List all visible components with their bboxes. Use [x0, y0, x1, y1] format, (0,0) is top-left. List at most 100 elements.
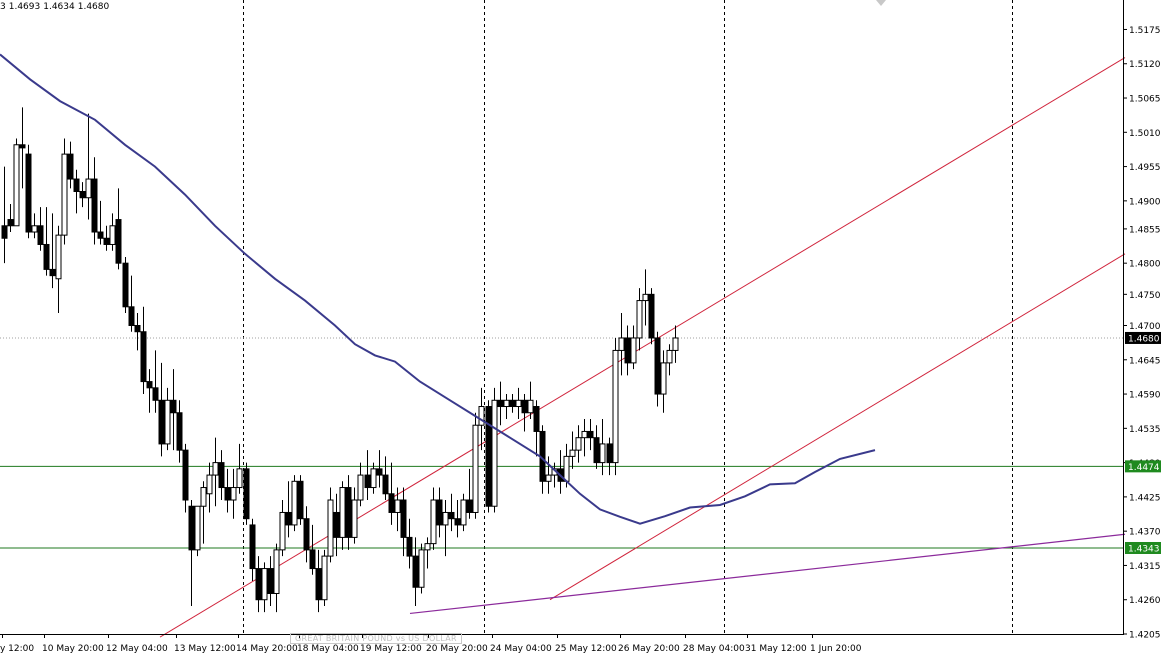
candle-body: [400, 499, 407, 538]
candle-body: [194, 505, 201, 551]
price-tick-label: 1.4750: [1129, 291, 1161, 301]
price-tick-label: 1.5010: [1129, 129, 1161, 139]
price-badge-label: 1.4474: [1128, 463, 1160, 473]
candle-body: [170, 399, 177, 414]
candle-body: [485, 406, 492, 507]
candle-body: [357, 474, 364, 501]
candle-body: [109, 225, 116, 245]
price-tick-label: 1.4855: [1129, 225, 1161, 235]
candle-body: [273, 549, 280, 594]
support-trendline: [409, 533, 1126, 615]
candle-body: [448, 511, 455, 520]
candle-body: [315, 568, 322, 601]
candlesticks: [1, 107, 679, 613]
candle-body: [418, 549, 425, 588]
candle-body: [97, 231, 104, 239]
price-badge: [1125, 460, 1161, 473]
price-badge-label: 1.4680: [1128, 334, 1160, 344]
time-tick-label: 18 May 04:00: [297, 644, 359, 654]
candle-body: [333, 511, 340, 538]
candle-body: [466, 499, 473, 513]
candle-body: [545, 474, 552, 482]
candle-body: [188, 505, 195, 551]
ohlc-open: 1.4693: [8, 2, 41, 12]
moving-average: [0, 53, 876, 525]
session-separators: [243, 0, 1013, 634]
candle-body: [303, 518, 310, 551]
candle-body: [285, 511, 292, 526]
candle-body: [388, 493, 395, 513]
price-tick-label: 1.4370: [1129, 528, 1161, 538]
candle-body: [49, 268, 56, 277]
candle-body: [230, 487, 237, 501]
candle-body: [575, 437, 582, 451]
price-tick-label: 1.4955: [1129, 163, 1161, 173]
time-tick-label: y 12:00: [0, 644, 34, 654]
candle-body: [255, 568, 262, 601]
candle-body: [67, 153, 74, 180]
candle-body: [115, 219, 122, 264]
candle-body: [236, 468, 243, 489]
candle-body: [43, 243, 50, 270]
price-tick-label: 1.4315: [1129, 562, 1161, 572]
candle-body: [261, 568, 268, 601]
candle-body: [364, 474, 371, 489]
candle-body: [85, 178, 92, 199]
candle-body: [503, 399, 510, 408]
candle-body: [394, 499, 401, 513]
candle-body: [79, 191, 86, 199]
candle-body: [454, 518, 461, 526]
channel-line: [549, 253, 1126, 601]
price-tick-label: 1.4700: [1129, 322, 1161, 332]
candle-body: [460, 499, 467, 526]
candle-body: [164, 399, 171, 445]
candle-body: [19, 144, 26, 149]
candle-body: [599, 443, 606, 464]
time-tick-label: 24 May 04:00: [490, 644, 552, 654]
candle-body: [122, 262, 129, 308]
candle-body: [37, 225, 44, 245]
candle-body: [478, 406, 485, 426]
candle-body: [424, 543, 431, 551]
candle-body: [146, 381, 153, 389]
candle-body: [527, 399, 534, 414]
candle-body: [654, 337, 661, 395]
candle-body: [152, 387, 159, 401]
candle-body: [1, 225, 8, 239]
candle-body: [297, 480, 304, 520]
price-tick-label: 1.4900: [1129, 197, 1161, 207]
time-tick-label: 31 May 12:00: [745, 644, 807, 654]
candle-body: [612, 349, 619, 464]
candle-body: [267, 568, 274, 594]
time-tick-label: 28 May 04:00: [683, 644, 745, 654]
candle-body: [370, 468, 377, 489]
candle-body: [140, 331, 147, 383]
candle-body: [206, 474, 213, 495]
candle-body: [509, 399, 516, 408]
time-tick-label: 12 May 04:00: [106, 644, 168, 654]
candle-body: [224, 487, 231, 501]
candle-body: [430, 499, 437, 545]
candle-body: [666, 349, 673, 364]
candle-body: [563, 455, 570, 482]
candle-body: [376, 468, 383, 476]
candle-body: [472, 424, 479, 513]
time-tick-label: 25 May 12:00: [555, 644, 617, 654]
candle-body: [533, 406, 540, 432]
candle-body: [339, 487, 346, 538]
candle-body: [200, 487, 207, 507]
trendlines[interactable]: [159, 57, 1126, 638]
price-tick-label: 1.4590: [1129, 391, 1161, 401]
candle-body: [515, 399, 522, 408]
time-tick-label: 14 May 20:00: [236, 644, 298, 654]
candle-body: [182, 449, 189, 501]
candle-body: [327, 499, 334, 557]
scroll-marker-icon[interactable]: [876, 0, 886, 6]
candle-body: [406, 536, 413, 557]
price-badge: [1125, 541, 1161, 554]
price-tick-label: 1.4800: [1129, 260, 1161, 270]
time-tick-label: 26 May 20:00: [618, 644, 680, 654]
candle-body: [624, 337, 631, 364]
candle-body: [158, 399, 165, 445]
